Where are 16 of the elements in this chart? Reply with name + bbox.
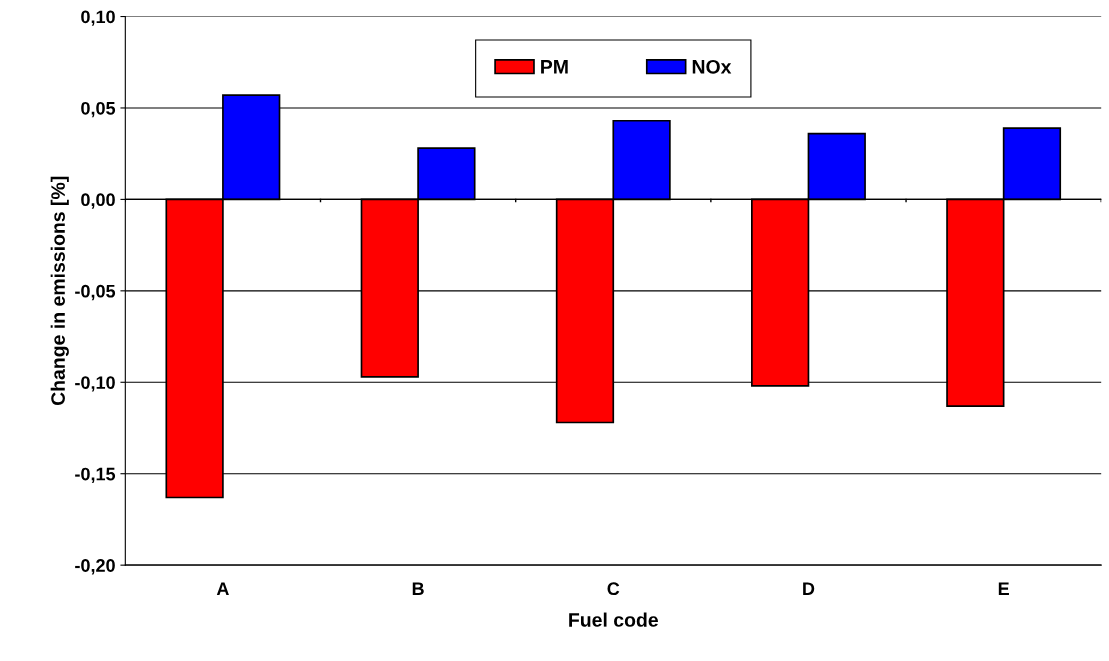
x-tick-label: D <box>803 582 815 595</box>
x-tick-label: B <box>412 582 424 595</box>
y-tick-label: 0,10 <box>81 10 115 26</box>
x-tick-label: A <box>216 582 229 595</box>
y-tick-label: -0,05 <box>75 284 116 301</box>
y-tick-label: -0,15 <box>75 467 116 484</box>
y-tick-label: -0,10 <box>75 376 115 392</box>
legend-label: NOx <box>692 59 732 74</box>
x-tick-label: C <box>607 582 620 596</box>
x-axis-title: Fuel code <box>569 612 658 627</box>
y-axis-title: Change in emissions [%] <box>50 176 69 406</box>
x-tick-label: E <box>998 582 1009 595</box>
legend-label: PM <box>541 60 568 74</box>
y-tick-label: -0,20 <box>75 559 115 575</box>
y-tick-label: 0,05 <box>81 101 116 118</box>
y-tick-label: 0,00 <box>81 193 115 209</box>
